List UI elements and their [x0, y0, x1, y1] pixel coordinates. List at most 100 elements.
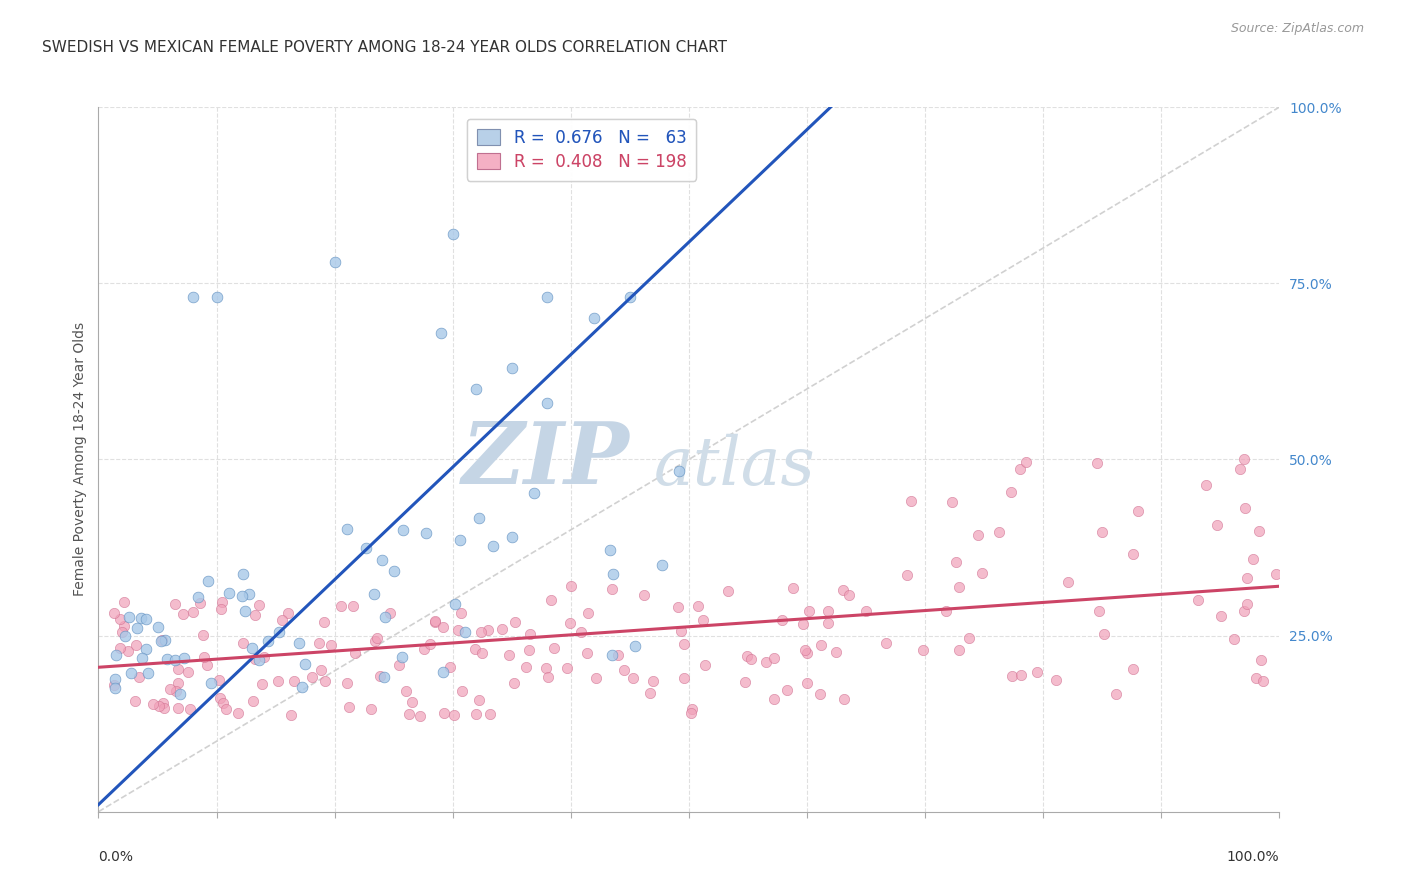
Point: [339, 700, 361, 714]
Point: [374, 610, 396, 624]
Point: [150, 632, 173, 647]
Point: [439, 660, 461, 674]
Point: [1229, 462, 1251, 476]
Point: [127, 621, 149, 635]
Point: [454, 625, 477, 640]
Point: [232, 636, 254, 650]
Point: [104, 672, 127, 686]
Point: [159, 682, 181, 697]
Point: [163, 653, 186, 667]
Point: [1000, 485, 1022, 500]
Point: [187, 590, 209, 604]
Point: [368, 668, 391, 682]
Point: [1015, 455, 1038, 469]
Point: [1233, 500, 1256, 515]
Point: [668, 464, 690, 478]
Point: [135, 612, 157, 626]
Point: [1001, 668, 1024, 682]
Point: [330, 599, 353, 613]
Point: [215, 702, 238, 716]
Point: [364, 634, 387, 648]
Point: [1233, 604, 1256, 618]
Point: [267, 673, 290, 688]
Point: [672, 671, 695, 685]
Point: [770, 613, 793, 627]
Point: [188, 597, 211, 611]
Point: [613, 663, 636, 677]
Point: [498, 648, 520, 662]
Point: [797, 604, 820, 618]
Point: [253, 650, 276, 665]
Point: [430, 326, 453, 340]
Point: [356, 541, 378, 556]
Point: [314, 615, 336, 629]
Point: [103, 678, 125, 692]
Point: [366, 631, 388, 645]
Point: [464, 706, 486, 721]
Point: [875, 636, 897, 650]
Point: [536, 396, 558, 410]
Point: [941, 495, 963, 509]
Point: [423, 615, 446, 630]
Point: [283, 673, 305, 688]
Point: [1222, 632, 1244, 646]
Point: [118, 610, 141, 624]
Point: [169, 688, 191, 702]
Point: [808, 687, 831, 701]
Point: [1244, 671, 1267, 685]
Point: [243, 608, 266, 623]
Point: [103, 606, 125, 620]
Point: [245, 651, 267, 665]
Point: [1251, 674, 1274, 689]
Point: [967, 527, 990, 541]
Point: [569, 625, 592, 640]
Point: [755, 656, 778, 670]
Point: [600, 648, 623, 663]
Point: [987, 524, 1010, 539]
Point: [1092, 626, 1115, 640]
Point: [695, 658, 717, 673]
Point: [388, 657, 411, 672]
Point: [935, 604, 957, 618]
Point: [117, 643, 139, 657]
Y-axis label: Female Poverty Among 18-24 Year Olds: Female Poverty Among 18-24 Year Olds: [73, 322, 87, 597]
Point: [555, 661, 578, 675]
Point: [392, 523, 415, 537]
Point: [638, 686, 661, 700]
Point: [205, 290, 228, 304]
Point: [291, 680, 314, 694]
Point: [209, 690, 232, 705]
Point: [419, 637, 441, 651]
Point: [218, 586, 240, 600]
Point: [181, 605, 204, 619]
Point: [482, 539, 505, 553]
Point: [796, 676, 818, 690]
Point: [128, 670, 150, 684]
Point: [972, 566, 994, 580]
Point: [471, 646, 494, 660]
Point: [911, 643, 934, 657]
Point: [111, 625, 134, 640]
Text: Source: ZipAtlas.com: Source: ZipAtlas.com: [1230, 22, 1364, 36]
Point: [167, 662, 190, 676]
Point: [247, 598, 270, 612]
Point: [606, 648, 628, 662]
Point: [179, 702, 201, 716]
Point: [1085, 456, 1108, 470]
Point: [855, 604, 877, 618]
Point: [176, 665, 198, 679]
Point: [129, 611, 152, 625]
Point: [363, 587, 385, 601]
Point: [681, 702, 703, 716]
Point: [782, 581, 804, 595]
Point: [314, 673, 336, 688]
Point: [441, 227, 464, 241]
Point: [686, 599, 709, 614]
Point: [108, 641, 131, 656]
Point: [231, 590, 253, 604]
Point: [1236, 571, 1258, 585]
Point: [491, 622, 513, 636]
Point: [382, 564, 405, 578]
Point: [413, 642, 436, 657]
Point: [740, 652, 762, 666]
